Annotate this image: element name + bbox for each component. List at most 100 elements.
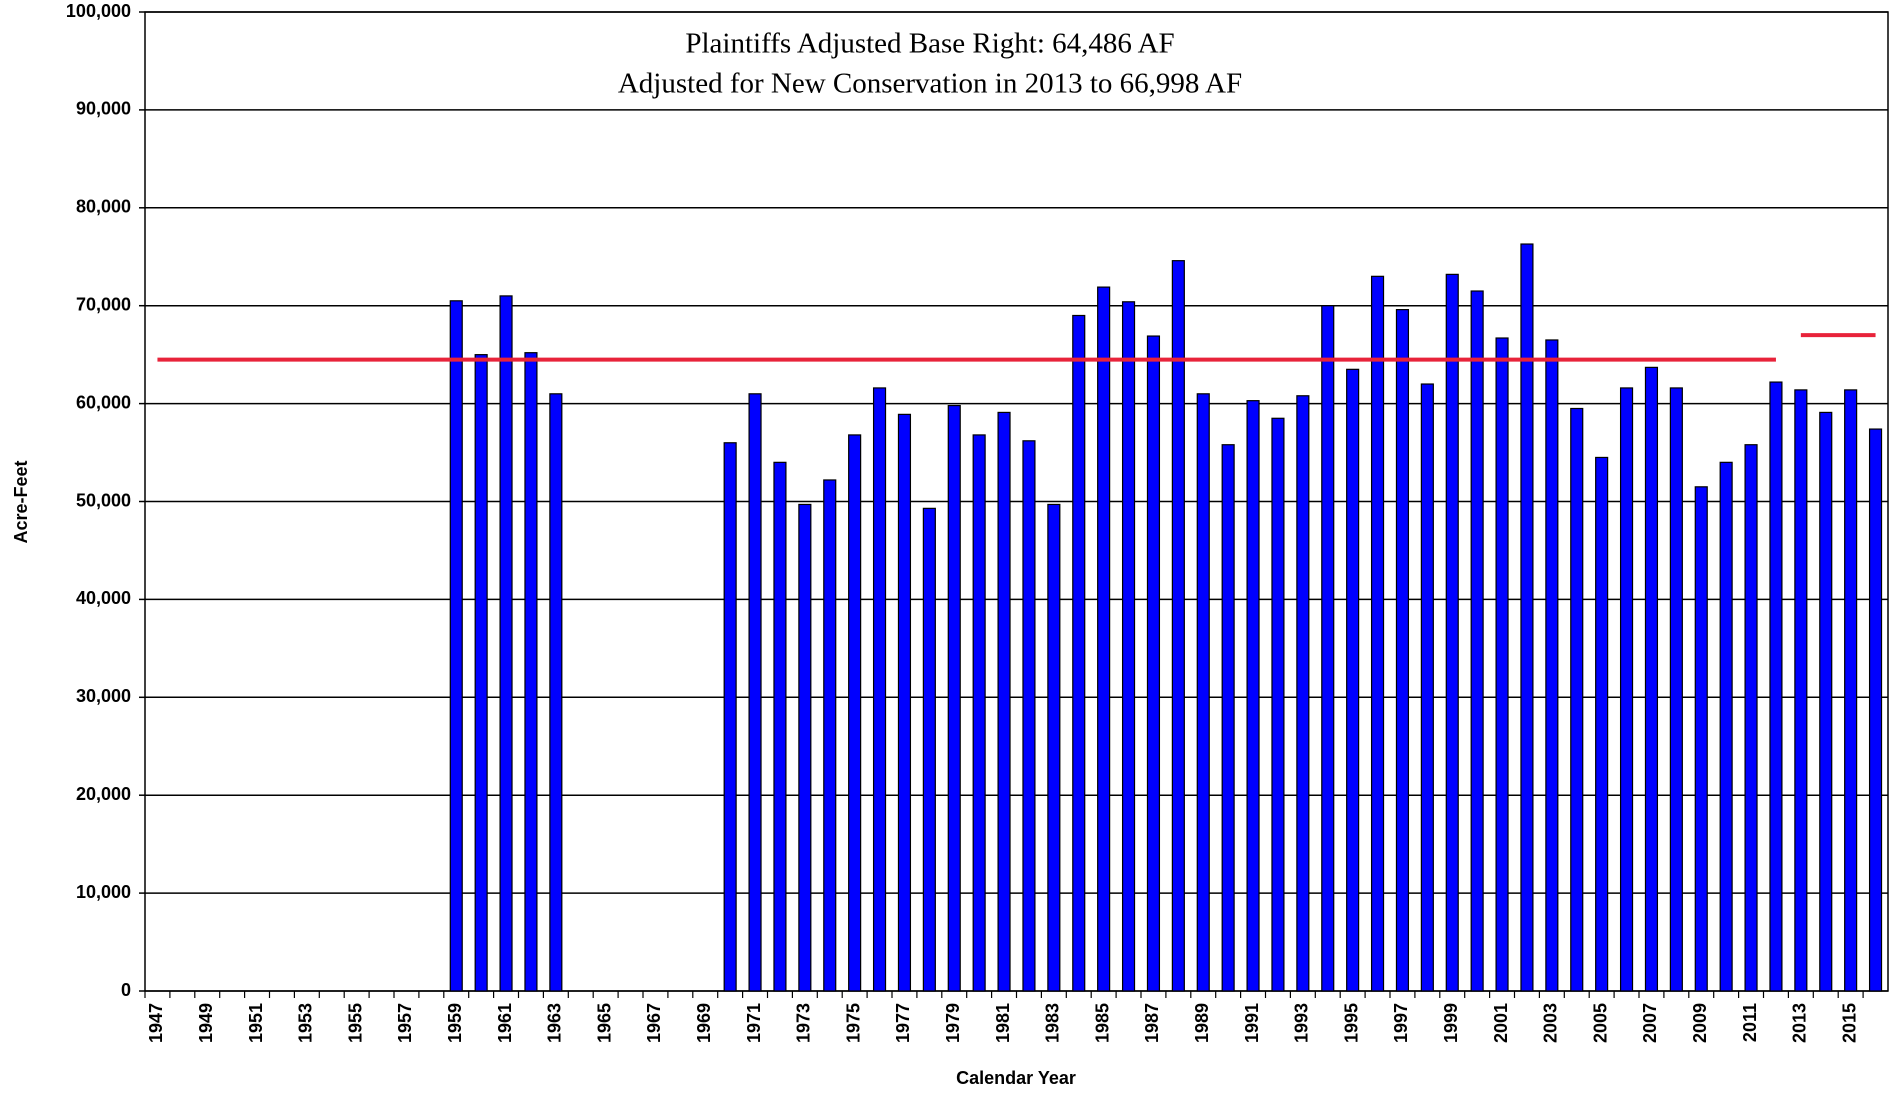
- bar: [549, 393, 563, 992]
- bar: [872, 387, 887, 992]
- x-tick-label: 2001: [1491, 1003, 1511, 1043]
- x-tick-label: 1987: [1142, 1003, 1162, 1043]
- x-tick-label: 1969: [694, 1003, 714, 1043]
- bar: [1022, 440, 1036, 992]
- bar: [947, 404, 961, 992]
- y-tick-label: 20,000: [76, 784, 131, 804]
- bar: [1570, 407, 1584, 992]
- bar: [1246, 400, 1260, 992]
- x-tick-label: 1993: [1292, 1003, 1312, 1043]
- x-tick-label: 2015: [1839, 1003, 1859, 1043]
- bar: [1844, 389, 1858, 992]
- x-tick-label: 1961: [495, 1003, 515, 1043]
- x-tick-label: 1991: [1242, 1003, 1262, 1043]
- x-tick-label: 2007: [1640, 1003, 1660, 1043]
- bar: [1346, 368, 1360, 992]
- y-tick-label: 30,000: [76, 686, 131, 706]
- bar: [1221, 444, 1235, 992]
- bar: [1121, 301, 1136, 992]
- bar: [897, 413, 912, 992]
- y-tick-label: 80,000: [76, 197, 131, 217]
- bar: [1445, 273, 1459, 992]
- x-axis-label: Calendar Year: [956, 1068, 1076, 1088]
- y-tick-label: 60,000: [76, 392, 131, 412]
- bar: [848, 434, 862, 992]
- y-tick-label: 70,000: [76, 294, 131, 314]
- bar: [499, 295, 513, 992]
- bar: [972, 434, 986, 992]
- x-tick-label: 1979: [943, 1003, 963, 1043]
- x-tick-label: 1947: [146, 1003, 166, 1043]
- bar: [823, 479, 837, 992]
- bar: [1595, 456, 1609, 992]
- x-tick-label: 1995: [1341, 1003, 1361, 1043]
- bar: [997, 411, 1011, 992]
- bar: [1146, 335, 1161, 992]
- bar: [1171, 260, 1185, 992]
- annotation: Plaintiffs Adjusted Base Right: 64,486 A…: [685, 28, 1174, 60]
- x-tick-label: 1997: [1391, 1003, 1411, 1043]
- x-tick-label: 2011: [1740, 1003, 1760, 1042]
- x-tick-label: 1959: [445, 1003, 465, 1043]
- x-tick-label: 1983: [1043, 1003, 1063, 1043]
- x-tick-label: 1989: [1192, 1003, 1212, 1043]
- bar: [1819, 411, 1833, 992]
- x-tick-label: 1963: [545, 1003, 565, 1043]
- bar: [773, 461, 787, 992]
- x-tick-label: 1975: [843, 1003, 863, 1043]
- bar: [798, 503, 812, 992]
- x-tick-label: 1957: [395, 1003, 415, 1043]
- y-tick-label: 0: [121, 980, 131, 1000]
- x-tick-label: 1973: [794, 1003, 814, 1043]
- bar: [1719, 461, 1733, 992]
- bar: [723, 442, 737, 992]
- annotation: Adjusted for New Conservation in 2013 to…: [618, 68, 1242, 100]
- bar: [1868, 428, 1883, 992]
- x-tick-label: 1977: [893, 1003, 913, 1043]
- x-tick-label: 1985: [1092, 1003, 1112, 1043]
- y-tick-label: 100,000: [66, 1, 131, 21]
- x-tick-label: 1981: [993, 1003, 1013, 1043]
- bar: [1047, 503, 1061, 992]
- x-tick-label: 1999: [1441, 1003, 1461, 1043]
- bar: [1072, 314, 1086, 992]
- bar: [1694, 486, 1708, 992]
- y-axis-label: Acre-Feet: [11, 460, 31, 543]
- x-tick-label: 1953: [296, 1003, 316, 1043]
- bar: [1420, 383, 1434, 992]
- x-tick-label: 1951: [246, 1003, 266, 1043]
- bar: [1271, 417, 1285, 992]
- bar: [748, 393, 762, 992]
- bar: [1495, 337, 1509, 992]
- x-tick-label: 2009: [1690, 1003, 1710, 1043]
- bar: [1545, 339, 1559, 992]
- x-tick-label: 1965: [594, 1003, 614, 1043]
- x-tick-label: 1971: [744, 1003, 764, 1043]
- bar: [1669, 387, 1683, 992]
- bar: [449, 300, 463, 992]
- bar: [474, 354, 488, 992]
- bar: [922, 507, 936, 992]
- bar: [1097, 286, 1111, 992]
- bar: [1769, 381, 1783, 992]
- bar: [1370, 275, 1385, 992]
- bar: [1619, 387, 1634, 992]
- bar: [524, 352, 538, 992]
- bar: [1744, 444, 1758, 992]
- bar: [1470, 290, 1484, 992]
- y-tick-label: 10,000: [76, 882, 131, 902]
- bar: [1794, 389, 1808, 992]
- bar: [1296, 395, 1310, 992]
- bar: [1520, 243, 1534, 992]
- y-tick-label: 90,000: [76, 99, 131, 119]
- y-tick-label: 50,000: [76, 490, 131, 510]
- x-tick-label: 1949: [196, 1003, 216, 1043]
- bar: [1644, 366, 1659, 992]
- bar: [1395, 309, 1410, 992]
- y-tick-label: 40,000: [76, 588, 131, 608]
- bar: [1196, 393, 1210, 992]
- x-tick-label: 1955: [345, 1003, 365, 1043]
- x-tick-label: 2013: [1790, 1003, 1810, 1043]
- bar: [1321, 305, 1335, 992]
